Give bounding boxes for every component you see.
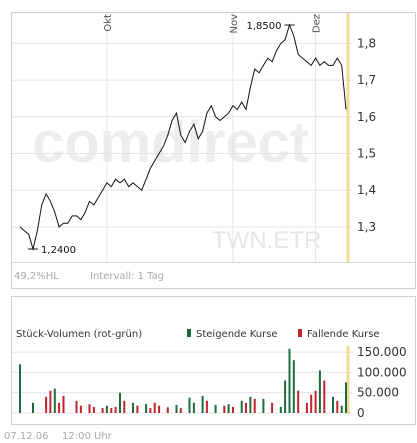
volume-bar — [123, 400, 126, 413]
price-tick-label: 1,6 — [357, 110, 376, 124]
legend-rising-swatch — [187, 329, 191, 337]
volume-bar — [88, 404, 91, 413]
volume-bar — [175, 404, 178, 413]
volume-bar — [53, 388, 56, 413]
volume-bar — [201, 395, 204, 413]
volume-bar — [297, 390, 300, 413]
volume-bar — [245, 402, 247, 413]
volume-bar — [19, 364, 21, 413]
volume-bar — [45, 396, 48, 413]
volume-bar — [188, 397, 191, 413]
price-tick-label: 1,7 — [357, 73, 376, 87]
volume-bar — [340, 405, 343, 413]
volume-bar — [153, 402, 156, 413]
volume-bar — [32, 402, 34, 413]
interval-label: Intervall: 1 Tag — [90, 271, 164, 282]
volume-bar — [119, 392, 121, 413]
volume-bar — [92, 406, 95, 413]
high-label: 1,8500 — [246, 21, 281, 32]
volume-bar — [136, 405, 139, 413]
volume-bar — [284, 380, 287, 413]
volume-bar — [305, 402, 308, 413]
volume-bar — [249, 396, 252, 413]
month-label: Nov — [229, 14, 240, 34]
volume-tick-label: 100.000 — [357, 365, 407, 379]
footer-time: 12:00 Uhr — [62, 431, 113, 442]
volume-title: Stück-Volumen (rot-grün) — [16, 329, 142, 340]
volume-bar — [49, 390, 52, 413]
volume-bar — [75, 400, 78, 413]
volume-bar — [149, 408, 152, 413]
low-label: 1,2400 — [41, 245, 76, 256]
volume-bar — [240, 400, 243, 413]
month-label: Okt — [103, 14, 114, 32]
volume-bar — [58, 402, 61, 413]
volume-bar — [314, 390, 317, 413]
volume-bar — [166, 407, 169, 413]
hl-percentage: 49,2%HL — [14, 271, 59, 282]
volume-bar — [332, 396, 334, 413]
volume-bar — [336, 400, 339, 413]
volume-bar — [323, 380, 326, 413]
volume-bar — [205, 400, 208, 413]
price-tick-label: 1,3 — [357, 220, 376, 234]
volume-tick-label: 50.000 — [357, 386, 399, 400]
volume-bar — [79, 405, 82, 413]
volume-bar — [292, 360, 295, 413]
volume-bar — [279, 406, 282, 413]
price-tick-label: 1,4 — [357, 183, 376, 197]
volume-bar — [158, 405, 161, 413]
footer-date: 07.12.06 — [4, 431, 49, 442]
volume-bar — [310, 394, 313, 413]
volume-bar — [271, 402, 274, 413]
volume-bar — [227, 404, 230, 413]
volume-tick-label: 150.000 — [357, 345, 407, 359]
volume-panel-frame — [11, 296, 416, 425]
volume-bar — [262, 398, 265, 413]
month-label: Dez — [312, 14, 323, 33]
price-line — [19, 23, 347, 251]
volume-bar — [114, 406, 117, 413]
volume-bar — [214, 404, 217, 413]
volume-bar — [101, 408, 104, 413]
volume-bar — [145, 404, 148, 413]
price-tick-label: 1,5 — [357, 147, 376, 161]
volume-bar — [179, 408, 182, 413]
legend-rising-label: Steigende Kurse — [196, 329, 278, 340]
price-tick-label: 1,8 — [357, 36, 376, 50]
volume-bar — [345, 382, 347, 413]
watermark-brand: comdirect — [32, 110, 309, 175]
volume-bar — [318, 370, 321, 413]
legend-falling-label: Fallende Kurse — [307, 329, 380, 340]
volume-bar — [110, 408, 113, 413]
volume-bar — [232, 406, 234, 413]
watermark-symbol: TWN.ETR — [212, 227, 321, 254]
volume-bar — [223, 405, 226, 413]
volume-tick-label: 0 — [357, 406, 365, 420]
volume-bar — [62, 395, 65, 413]
volume-bar — [288, 348, 291, 413]
legend-falling-swatch — [298, 329, 302, 337]
volume-bar — [105, 405, 108, 413]
volume-bar — [253, 398, 256, 413]
volume-bar — [192, 402, 195, 413]
volume-bar — [132, 402, 134, 413]
